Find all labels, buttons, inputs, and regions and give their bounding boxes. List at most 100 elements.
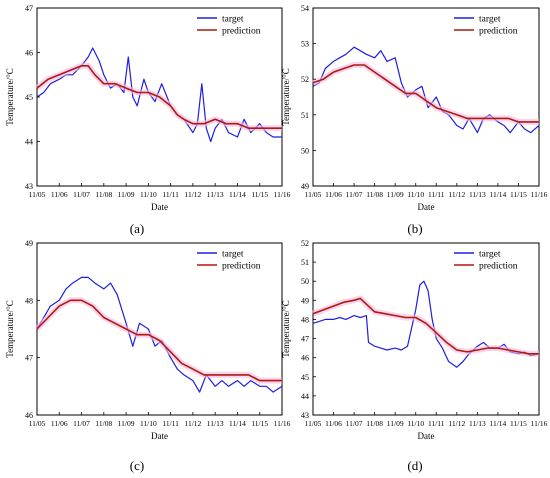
y-tick-label: 43 bbox=[25, 182, 33, 191]
y-tick-label: 49 bbox=[301, 296, 309, 305]
x-tick-label: 11/16 bbox=[274, 190, 291, 199]
legend-label-target: target bbox=[479, 250, 501, 260]
panel-label: (d) bbox=[407, 458, 422, 473]
x-tick-label: 11/12 bbox=[448, 419, 465, 428]
chart-panel-3: 11/05 11/06 11/07 11/08 11/09 11/10 11/11 11/12… bbox=[5, 239, 291, 473]
chart-panel-1: 11/05 11/06 11/07 11/08 11/09 11/10 11/11 11/12… bbox=[5, 4, 291, 236]
y-tick-label: 52 bbox=[301, 239, 309, 248]
legend-label-prediction: prediction bbox=[479, 262, 518, 272]
y-tick-label: 50 bbox=[301, 277, 309, 286]
x-tick-label: 11/08 bbox=[95, 190, 112, 199]
series-line-prediction bbox=[36, 65, 282, 129]
x-tick-label: 11/13 bbox=[207, 190, 224, 199]
y-axis-label: Temperature/°C bbox=[5, 68, 15, 125]
panel-label: (a) bbox=[130, 221, 144, 236]
x-axis-label: Date bbox=[418, 431, 435, 441]
x-tick-label: 11/11 bbox=[428, 419, 445, 428]
x-tick-label: 11/05 bbox=[29, 419, 46, 428]
legend-label-target: target bbox=[479, 15, 501, 25]
x-tick-label: 11/12 bbox=[448, 190, 465, 199]
x-tick-label: 11/13 bbox=[207, 419, 224, 428]
x-tick-label: 11/06 bbox=[51, 190, 68, 199]
x-axis-label: Date bbox=[151, 202, 168, 212]
x-tick-label: 11/07 bbox=[346, 190, 363, 199]
y-tick-label: 46 bbox=[301, 354, 309, 363]
x-tick-label: 11/06 bbox=[51, 419, 68, 428]
x-tick-label: 11/07 bbox=[73, 419, 90, 428]
panel-label: (c) bbox=[130, 458, 144, 473]
y-tick-label: 47 bbox=[25, 4, 33, 13]
chart-panel-2: 11/05 11/06 11/07 11/08 11/09 11/10 11/11 11/12… bbox=[281, 4, 548, 236]
series-line-prediction bbox=[36, 299, 282, 382]
panel-label: (b) bbox=[407, 221, 422, 236]
y-axis-label: Temperature/°C bbox=[5, 300, 15, 357]
x-tick-label: 11/10 bbox=[140, 190, 157, 199]
x-tick-label: 11/11 bbox=[162, 419, 179, 428]
x-tick-label: 11/12 bbox=[185, 190, 202, 199]
series-line-prediction bbox=[312, 64, 539, 123]
x-tick-label: 11/06 bbox=[325, 190, 342, 199]
x-tick-label: 11/16 bbox=[531, 190, 548, 199]
legend-label-target: target bbox=[222, 15, 244, 25]
x-tick-label: 11/12 bbox=[185, 419, 202, 428]
x-tick-label: 11/16 bbox=[274, 419, 291, 428]
y-tick-label: 51 bbox=[301, 111, 309, 120]
x-tick-label: 11/09 bbox=[387, 419, 404, 428]
x-tick-label: 11/05 bbox=[305, 190, 322, 199]
x-tick-label: 11/16 bbox=[531, 419, 548, 428]
legend-label-target: target bbox=[222, 250, 244, 260]
x-tick-label: 11/15 bbox=[510, 190, 527, 199]
x-tick-label: 11/07 bbox=[346, 419, 363, 428]
x-tick-label: 11/05 bbox=[29, 190, 46, 199]
x-tick-label: 11/10 bbox=[407, 419, 424, 428]
x-axis-label: Date bbox=[418, 202, 435, 212]
prediction-band bbox=[312, 62, 539, 125]
x-tick-label: 11/13 bbox=[469, 190, 486, 199]
x-tick-label: 11/13 bbox=[469, 419, 486, 428]
x-tick-label: 11/08 bbox=[95, 419, 112, 428]
x-tick-label: 11/15 bbox=[510, 419, 527, 428]
x-tick-label: 11/14 bbox=[229, 190, 246, 199]
x-tick-label: 11/14 bbox=[490, 190, 507, 199]
y-tick-label: 49 bbox=[301, 182, 309, 191]
x-tick-label: 11/09 bbox=[118, 419, 135, 428]
y-tick-label: 45 bbox=[25, 93, 33, 102]
y-tick-label: 49 bbox=[25, 239, 33, 248]
series-line-prediction bbox=[312, 297, 539, 355]
y-tick-label: 44 bbox=[301, 392, 309, 401]
x-tick-label: 11/09 bbox=[118, 190, 135, 199]
x-tick-label: 11/08 bbox=[366, 190, 383, 199]
y-tick-label: 51 bbox=[301, 258, 309, 267]
y-axis-label: Temperature/°C bbox=[281, 300, 291, 357]
y-tick-label: 43 bbox=[301, 411, 309, 420]
x-tick-label: 11/08 bbox=[366, 419, 383, 428]
y-axis-label: Temperature/°C bbox=[281, 68, 291, 125]
x-tick-label: 11/15 bbox=[251, 419, 268, 428]
x-axis-label: Date bbox=[151, 431, 168, 441]
x-tick-label: 11/07 bbox=[73, 190, 90, 199]
y-tick-label: 44 bbox=[25, 138, 33, 147]
y-tick-label: 47 bbox=[301, 335, 309, 344]
x-tick-label: 11/11 bbox=[428, 190, 445, 199]
x-tick-label: 11/14 bbox=[229, 419, 246, 428]
x-tick-label: 11/11 bbox=[162, 190, 179, 199]
plot-frame bbox=[312, 242, 540, 416]
y-tick-label: 45 bbox=[301, 373, 309, 382]
y-tick-label: 46 bbox=[25, 411, 33, 420]
x-tick-label: 11/15 bbox=[251, 190, 268, 199]
x-tick-label: 11/10 bbox=[140, 419, 157, 428]
legend-label-prediction: prediction bbox=[222, 27, 261, 37]
legend-label-prediction: prediction bbox=[479, 27, 518, 37]
plot-frame bbox=[312, 7, 540, 187]
chart-panel-4: 11/05 11/06 11/07 11/08 11/09 11/10 11/11 11/12… bbox=[281, 239, 548, 473]
y-tick-label: 48 bbox=[301, 315, 309, 324]
y-tick-label: 47 bbox=[25, 354, 33, 363]
y-tick-label: 50 bbox=[301, 146, 309, 155]
y-tick-label: 48 bbox=[25, 296, 33, 305]
y-tick-label: 52 bbox=[301, 75, 309, 84]
y-tick-label: 53 bbox=[301, 40, 309, 49]
legend-label-prediction: prediction bbox=[222, 262, 261, 272]
x-tick-label: 11/14 bbox=[490, 419, 507, 428]
x-tick-label: 11/09 bbox=[387, 190, 404, 199]
